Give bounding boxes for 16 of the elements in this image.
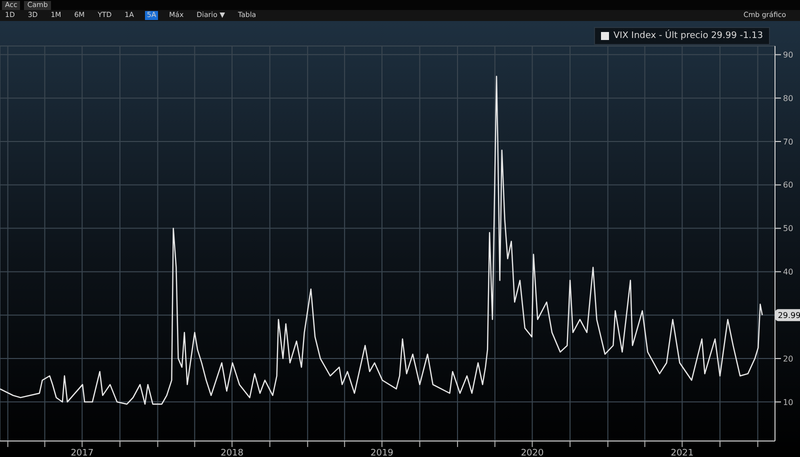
x-tick-label: 2019 [370, 448, 394, 457]
x-tick-label: 2021 [670, 448, 694, 457]
annotation: 29.99 [778, 311, 800, 320]
y-tick-label: 80 [783, 94, 794, 103]
y-tick-label: 10 [783, 398, 794, 407]
y-tick-label: 20 [783, 354, 794, 364]
legend-label: VIX Index - Últ precio 29.99 -1.13 [613, 31, 763, 41]
x-tick-label: 2020 [520, 448, 544, 457]
y-tick-label: 90 [783, 50, 794, 60]
x-tick-label: 2018 [220, 448, 244, 457]
line-series [0, 76, 763, 405]
y-tick-label: 40 [783, 268, 794, 277]
y-tick-label: 50 [783, 224, 794, 234]
y-tick-label: 60 [783, 180, 794, 190]
y-tick-label: 70 [783, 137, 794, 146]
x-tick-label: 2017 [70, 448, 94, 457]
